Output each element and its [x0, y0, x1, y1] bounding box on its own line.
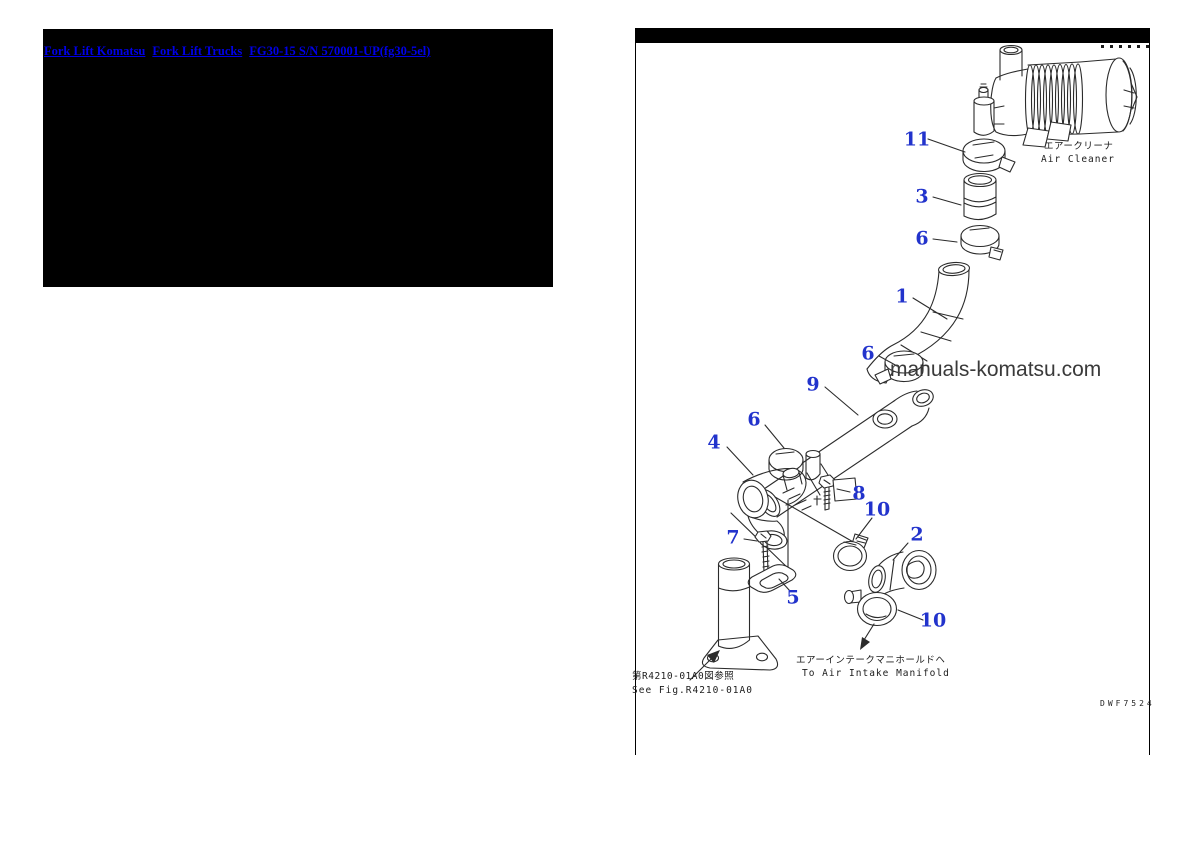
clamp-11-drawing: [962, 138, 1016, 173]
air-cleaner-label-en: Air Cleaner: [1041, 154, 1115, 165]
air-cleaner-drawing: [973, 44, 1138, 148]
clamp-6a-drawing: [960, 224, 1004, 261]
callout-9: 9: [806, 373, 820, 396]
callout-2: 2: [910, 523, 924, 546]
see-fig-arrow: [689, 650, 720, 681]
covered-text-ticks: [1101, 45, 1149, 48]
callout-10b: 10: [919, 609, 947, 632]
bolt-7-drawing: [754, 530, 772, 574]
callout-11: 11: [903, 128, 931, 151]
elbow-4-drawing: [737, 467, 807, 550]
connector-3-drawing: [963, 172, 997, 221]
clamp-10b-drawing: [843, 589, 898, 627]
clamp-10a-drawing: [832, 533, 869, 572]
callout-1: 1: [895, 285, 909, 308]
callout-6a: 6: [915, 227, 929, 250]
link-model-serial[interactable]: FG30-15 S/N 570001-UP(fg30-5el): [249, 44, 431, 58]
air-cleaner-label-jp: エアークリーナ: [1044, 141, 1114, 152]
intake-label-jp: エアーインテークマニホールドヘ: [796, 655, 946, 666]
clamp-6b-drawing: [874, 350, 924, 385]
callout-10a: 10: [863, 498, 891, 521]
callout-4: 4: [707, 431, 721, 454]
callout-6c: 6: [747, 408, 761, 431]
link-fork-lift-komatsu[interactable]: Fork Lift Komatsu: [44, 44, 146, 58]
intake-label-en: To Air Intake Manifold: [802, 668, 950, 679]
leader-lines: [726, 138, 966, 621]
callout-7: 7: [726, 526, 740, 549]
connector-2-drawing: [868, 549, 937, 595]
see-fig-label-en: See Fig.R4210-01A0: [632, 685, 753, 696]
header-panel: Fork Lift Komatsu Fork Lift Trucks FG30-15…: [43, 29, 553, 287]
intake-arrow: [860, 623, 875, 650]
parts-diagram: 11 3 6 1 6 9 6 4 8 10 7 2 5 10 エアークリーナ A…: [632, 28, 1152, 755]
link-fork-lift-trucks[interactable]: Fork Lift Trucks: [152, 44, 243, 58]
site-watermark: manuals-komatsu.com: [890, 358, 1102, 381]
tube-flange-drawing: [701, 557, 779, 671]
drawing-number: DWF7524: [1100, 699, 1155, 708]
see-fig-label-jp: 第R4210-01A0図参照: [632, 671, 735, 682]
bolt-8-drawing: [813, 474, 858, 511]
callout-6b: 6: [861, 342, 875, 365]
callout-5: 5: [786, 586, 800, 609]
diagram-title-bar: [636, 28, 1149, 43]
breadcrumb: Fork Lift Komatsu Fork Lift Trucks FG30-15…: [44, 42, 437, 60]
diagram-artwork: [689, 44, 1138, 681]
callout-8: 8: [852, 482, 866, 505]
callout-3: 3: [915, 185, 929, 208]
